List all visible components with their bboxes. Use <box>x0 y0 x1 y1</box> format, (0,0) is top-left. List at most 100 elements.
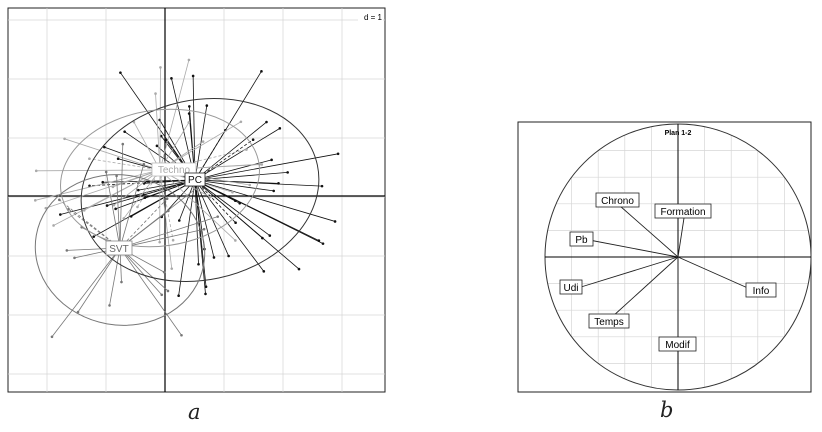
ray-point <box>202 140 205 143</box>
svg-text:Udi: Udi <box>563 283 578 294</box>
ray-point <box>170 77 173 80</box>
ray-point <box>270 159 273 162</box>
ray-point <box>159 66 162 69</box>
ray-point <box>172 239 175 242</box>
ray-point <box>227 255 230 258</box>
ray-point <box>231 191 234 194</box>
ray-point <box>197 263 200 266</box>
ray-point <box>51 335 54 338</box>
ray-point <box>245 148 248 151</box>
ray-point <box>106 204 109 207</box>
ray-point <box>35 170 38 173</box>
ray-point <box>248 184 251 187</box>
ray-point <box>207 178 210 181</box>
panel-a: d = 1 Techno PC SVT <box>8 8 385 392</box>
ray-point <box>188 121 191 124</box>
ray-point <box>238 202 241 205</box>
ray-point <box>117 157 120 160</box>
panel-a-caption: a <box>188 400 201 424</box>
var-label-info: Info <box>746 283 776 297</box>
ray-point <box>334 220 337 223</box>
svg-text:Formation: Formation <box>660 207 705 218</box>
ray-point <box>34 199 37 202</box>
ray-point <box>101 181 104 184</box>
ray-point <box>120 281 123 284</box>
ray-point <box>188 59 191 62</box>
ray-point <box>188 105 191 108</box>
var-label-temps: Temps <box>589 314 629 328</box>
ray-point <box>121 143 124 146</box>
ray-point <box>263 270 266 273</box>
ray-point <box>322 242 325 245</box>
ray-point <box>209 196 212 199</box>
ray-point <box>337 152 340 155</box>
panel-b: Plan 1-2 Chrono Formation Pb Udi <box>518 122 811 392</box>
ray-point <box>108 304 111 307</box>
svg-text:Temps: Temps <box>594 317 623 328</box>
svg-text:Pb: Pb <box>575 235 588 246</box>
ray-point <box>260 70 263 73</box>
ray-point <box>180 334 183 337</box>
group-label-svt: SVT <box>109 244 128 255</box>
ray-point <box>234 239 237 242</box>
ray-point <box>321 185 324 188</box>
svg-text:Modif: Modif <box>665 340 690 351</box>
ray-point <box>170 267 173 270</box>
ray-point <box>113 204 116 207</box>
ray-point <box>158 241 161 244</box>
ray-point <box>216 215 219 218</box>
ray-point <box>105 171 108 174</box>
ray-point <box>192 75 195 78</box>
ray-point <box>63 138 66 141</box>
ray-point <box>279 127 282 130</box>
ray-point <box>204 293 207 296</box>
ray-point <box>177 294 180 297</box>
var-label-formation: Formation <box>655 204 711 218</box>
ray-point <box>156 145 159 148</box>
ray-point <box>260 163 263 166</box>
ray-point <box>160 293 163 296</box>
var-label-chrono: Chrono <box>596 193 639 207</box>
ray-point <box>52 224 55 227</box>
ray-point <box>206 104 209 107</box>
ray-point <box>59 213 62 216</box>
panel-b-caption: b <box>660 398 673 422</box>
svg-text:Info: Info <box>753 286 770 297</box>
ray-point <box>77 311 80 314</box>
ray-point <box>240 121 243 124</box>
ray-point <box>136 206 139 209</box>
ray-point <box>167 290 170 293</box>
ray-point <box>137 189 140 192</box>
ray-point <box>123 130 126 133</box>
ray-point <box>166 197 169 200</box>
var-label-modif: Modif <box>659 337 696 351</box>
scale-label: d = 1 <box>364 13 383 22</box>
ray-point <box>114 208 117 211</box>
ray-point <box>167 210 170 213</box>
group-label-pc: PC <box>188 175 202 186</box>
ray-point <box>286 171 289 174</box>
ray-point <box>268 234 271 237</box>
ray-point <box>203 228 206 231</box>
ray-point <box>298 268 301 271</box>
ray-point <box>178 219 181 222</box>
ray-point <box>119 71 122 74</box>
var-label-udi: Udi <box>560 280 582 294</box>
ray-point <box>143 163 146 166</box>
ray-point <box>73 257 76 260</box>
ray-point <box>92 235 95 238</box>
svg-text:Chrono: Chrono <box>601 196 634 207</box>
var-label-pb: Pb <box>570 232 593 246</box>
ray-point <box>66 249 69 252</box>
ray-point <box>265 121 268 124</box>
ray-point <box>163 271 166 274</box>
ray-point <box>234 221 237 224</box>
ray-point <box>88 157 91 160</box>
ray-point <box>122 217 125 220</box>
ray-point <box>272 190 275 193</box>
ray-point <box>213 256 216 259</box>
ray-point <box>154 92 157 95</box>
ray-point <box>252 138 255 141</box>
